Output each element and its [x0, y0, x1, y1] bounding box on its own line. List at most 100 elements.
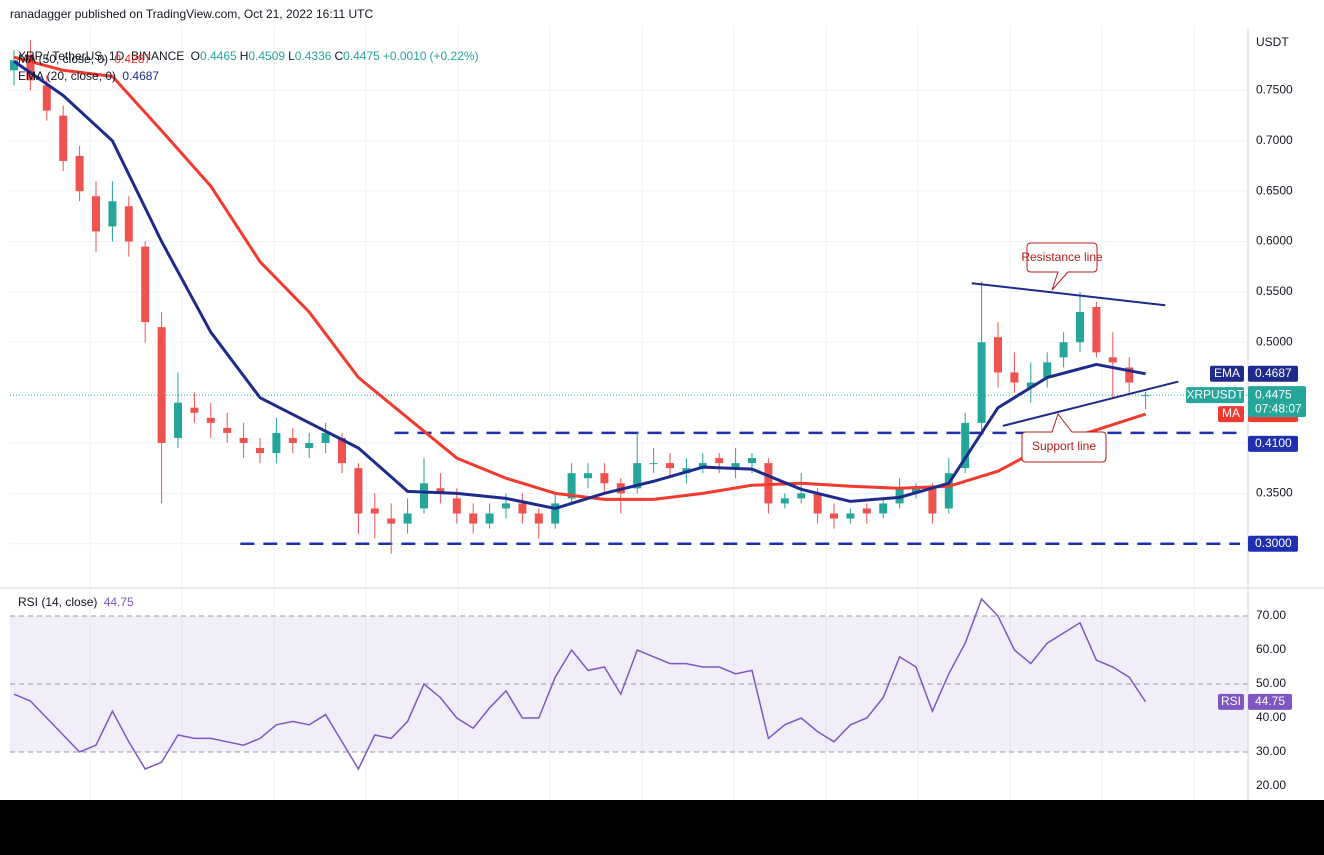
ema-name: EMA (20, close, 0) — [18, 69, 117, 83]
candle-body — [92, 196, 100, 232]
candle-body — [649, 463, 658, 465]
candle-body — [1108, 357, 1117, 363]
callout-text: Resistance line — [1021, 250, 1103, 264]
candle-body — [584, 473, 592, 479]
rsi-legend: RSI (14, close) 44.75 — [18, 595, 137, 609]
callout-box — [1026, 242, 1098, 291]
candle-body — [698, 463, 707, 469]
candle-body — [387, 518, 396, 524]
indicator-line — [13, 59, 1146, 510]
ohlc-label: H — [239, 49, 249, 63]
rsi-tick-label: 40.00 — [1256, 710, 1286, 724]
level-tag-value: 0.3000 — [1255, 536, 1292, 550]
symbol-legend: XRP / TetherUS, 1D, BINANCE O0.4465 H0.45… — [18, 35, 482, 63]
rsi-tag-box — [1218, 693, 1244, 710]
price-tag-box — [1248, 386, 1306, 418]
candle-body — [403, 513, 412, 524]
ema-value: 0.4687 — [122, 69, 160, 83]
ma-name: MA (50, close, 0) — [18, 52, 109, 66]
symbol-tag-box — [1186, 387, 1244, 404]
candle-body — [912, 488, 920, 494]
candle-body — [420, 483, 428, 509]
ma-tag-label: MA — [1222, 406, 1240, 420]
rsi-band — [10, 616, 1248, 752]
candle-body — [731, 463, 740, 469]
rsi-value: 44.75 — [103, 595, 134, 609]
candle-body — [600, 473, 609, 484]
candle-body — [502, 503, 510, 509]
rsi-tick-label: 50.00 — [1256, 676, 1286, 690]
candle-body — [830, 513, 838, 519]
y-tick-label: 0.5000 — [1256, 334, 1293, 348]
y-tick-label: 0.6000 — [1256, 234, 1293, 248]
candle-body — [42, 85, 51, 111]
rsi-value-box — [1248, 693, 1292, 710]
ohlc-value: 0.4475 — [343, 49, 380, 63]
ema-tag-label: EMA — [1214, 366, 1240, 380]
indicator-line — [13, 55, 1147, 501]
candle-body — [944, 473, 953, 509]
candle-body — [26, 55, 35, 81]
candle-body — [485, 513, 494, 524]
y-tick-label: 0.3500 — [1256, 486, 1293, 500]
candle-body — [370, 508, 379, 514]
candle-body — [223, 427, 232, 433]
candle-body — [10, 60, 18, 71]
candle-body — [977, 342, 986, 423]
candle-body — [961, 422, 970, 469]
candle-body — [862, 508, 871, 514]
candle-body — [272, 432, 281, 454]
candle-body — [288, 437, 297, 443]
candle-body — [1076, 312, 1084, 343]
candle-body — [305, 442, 314, 449]
candle-body — [928, 488, 937, 514]
countdown: 07:48:07 — [1255, 401, 1302, 415]
candle-body — [354, 468, 363, 514]
symbol: XRP / TetherUS, 1D, BINANCE — [18, 49, 185, 63]
candle-body — [1026, 382, 1035, 388]
ema-tag-value-box — [1248, 365, 1298, 382]
symbol-tag: XRPUSDT — [1186, 387, 1244, 401]
candle-body — [633, 463, 642, 489]
level-tag-value: 0.4100 — [1255, 436, 1292, 450]
candle-body — [846, 513, 855, 519]
rsi-tick-label: 60.00 — [1256, 642, 1286, 656]
candle-body — [1125, 367, 1134, 383]
ema-tag-label-box — [1210, 365, 1244, 382]
candle-body — [436, 488, 445, 494]
candle-body — [206, 417, 215, 423]
candle-body — [780, 498, 789, 504]
candle-body — [879, 503, 888, 514]
ma-legend: MA (50, close, 0) 0.4287 — [18, 52, 154, 66]
y-tick-label: 0.7500 — [1256, 83, 1293, 97]
candle-body — [666, 463, 674, 469]
candle-body — [748, 458, 756, 464]
candle-body — [239, 437, 248, 443]
ma-tag-label-box — [1218, 406, 1244, 423]
candle-body — [813, 493, 822, 514]
candle-body — [190, 407, 199, 413]
candle-body — [321, 432, 330, 443]
candle-body — [994, 337, 1002, 373]
ohlc-label: C — [334, 49, 344, 63]
candle-body — [469, 513, 478, 524]
ohlc-label: L — [288, 49, 295, 63]
bottom-bar — [0, 800, 1324, 855]
candle-body — [1141, 395, 1150, 397]
candle-body — [534, 513, 543, 524]
ohlc-value: 0.4465 — [199, 49, 237, 63]
rsi-name: RSI (14, close) — [18, 595, 98, 609]
candle-body — [551, 503, 560, 524]
ema-legend: EMA (20, close, 0) 0.4687 — [18, 69, 162, 83]
y-tick-label: 0.5500 — [1256, 284, 1293, 298]
candle-body — [256, 448, 264, 454]
header: ranadagger published on TradingView.com,… — [10, 7, 374, 21]
y-tick-label: 0.7000 — [1256, 133, 1293, 147]
change-pct: (+0.22%) — [429, 49, 479, 63]
rsi-tick-label: 20.00 — [1256, 778, 1286, 792]
price-tag: 0.4475 — [1255, 387, 1292, 401]
candle-body — [1059, 342, 1068, 358]
candle-body — [567, 473, 576, 499]
